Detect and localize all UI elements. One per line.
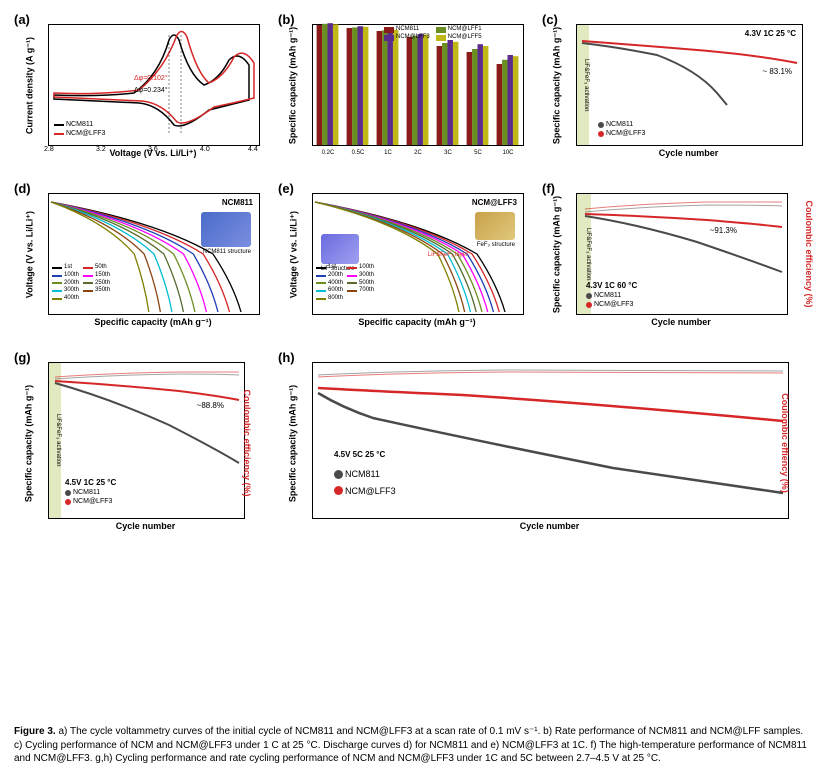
annot-dphi-1: Δφ=0.102° bbox=[134, 75, 168, 82]
panel-c: (c) LiF&FeF₃ activation 4.3V 1C 25 °C ~ … bbox=[538, 10, 818, 175]
panel-d-label: (d) bbox=[14, 181, 31, 196]
ylabel2-h: Coulombic effiency (%) bbox=[780, 378, 790, 508]
panel-c-label: (c) bbox=[542, 12, 558, 27]
legend-e: 1st100th200th300th400th500th600th700th80… bbox=[316, 264, 374, 303]
panel-a-label: (a) bbox=[14, 12, 30, 27]
panel-h: (h) Specific capacity (mAh g⁻¹) Coulombi… bbox=[274, 348, 818, 513]
panel-d: (d) NCM811 NCM811 structure Voltage (V v… bbox=[10, 179, 270, 344]
struct-inset-e2 bbox=[321, 234, 359, 264]
panel-f-label: (f) bbox=[542, 181, 555, 196]
ylabel-f: Specific capacity (mAh g⁻¹) bbox=[552, 190, 563, 320]
bars-b: 0.2C0.5C1C2C3C5C10C bbox=[313, 25, 523, 145]
legend-a: NCM811 NCM@LFF3 bbox=[54, 120, 105, 138]
struct-inset-d bbox=[201, 212, 251, 247]
struct-label-e1: FeF₃ structure bbox=[477, 242, 515, 248]
svg-text:0.5C: 0.5C bbox=[352, 150, 365, 156]
xlabel-e: Specific capacity (mAh g⁻¹) bbox=[312, 317, 522, 328]
annot-dphi-2: Δφ=0.234° bbox=[134, 87, 168, 94]
panel-h-label: (h) bbox=[278, 350, 295, 365]
ret-f: ~91.3% bbox=[710, 226, 737, 235]
panel-e-label: (e) bbox=[278, 181, 294, 196]
legend-h: 4.5V 5C 25 °C NCM811 NCM@LFF3 bbox=[334, 448, 396, 499]
xlabel-d: Specific capacity (mAh g⁻¹) bbox=[48, 317, 258, 328]
ylabel2-g: Coulombic efficiency (%) bbox=[242, 378, 252, 508]
struct-inset-e1 bbox=[475, 212, 515, 240]
panel-a: (a) Δφ=0.102° Δφ=0.234° Current density … bbox=[10, 10, 270, 175]
svg-text:10C: 10C bbox=[502, 150, 514, 156]
panel-b-label: (b) bbox=[278, 12, 295, 27]
panel-f: (f) LiF&FeF₃ activation ~91.3% Specific … bbox=[538, 179, 818, 344]
caption-lead: Figure 3. bbox=[14, 726, 56, 737]
legend-b: NCM811 NCM@LFF1 NCM@LFF3 NCM@LFF5 bbox=[384, 26, 482, 42]
panel-g-label: (g) bbox=[14, 350, 31, 365]
legend-c: NCM811 NCM@LFF3 bbox=[598, 120, 645, 138]
ylabel2-f: Coulombic efficiency (%) bbox=[804, 189, 814, 319]
ylabel-g: Specific capacity (mAh g⁻¹) bbox=[24, 379, 35, 509]
figure-grid: (a) Δφ=0.102° Δφ=0.234° Current density … bbox=[10, 10, 813, 717]
ylabel-b: Specific capacity (mAh g⁻¹) bbox=[288, 21, 299, 151]
layer-label-e: LiF&FeF₃ layer bbox=[428, 252, 468, 258]
svg-text:5C: 5C bbox=[474, 150, 482, 156]
legend-f: 4.3V 1C 60 °C NCM811 NCM@LFF3 bbox=[586, 281, 637, 310]
svg-text:0.2C: 0.2C bbox=[322, 150, 335, 156]
legend-d: 1st50th100th150th200th250th300th350th400… bbox=[52, 264, 110, 303]
sample-d: NCM811 bbox=[222, 198, 253, 207]
ret-g: ~88.8% bbox=[197, 401, 224, 410]
ylabel-d: Voltage (V vs. Li/Li⁺) bbox=[25, 195, 36, 315]
ylabel-e: Voltage (V vs. Li/Li⁺) bbox=[289, 195, 300, 315]
panel-g: (g) LiF&FeF₃ activation ~88.8% Specific … bbox=[10, 348, 270, 513]
legend-g: 4.5V 1C 25 °C NCM811 NCM@LFF3 bbox=[65, 478, 116, 507]
xlabel-g: Cycle number bbox=[48, 521, 243, 531]
panel-b: (b) 0.2C0.5C1C2C3C5C10C Specific capacit… bbox=[274, 10, 534, 175]
svg-text:2C: 2C bbox=[414, 150, 422, 156]
struct-label-d: NCM811 structure bbox=[203, 249, 251, 255]
svg-text:1C: 1C bbox=[384, 150, 392, 156]
panel-e: (e) NCM@LFF3 FeF₃ structure LiF structur… bbox=[274, 179, 534, 344]
ret-c: ~ 83.1% bbox=[762, 67, 792, 76]
caption-body: a) The cycle voltammetry curves of the i… bbox=[14, 726, 807, 764]
ylabel-a: Current density (A g⁻¹) bbox=[25, 26, 36, 146]
sample-e: NCM@LFF3 bbox=[472, 198, 517, 207]
xlabel-f: Cycle number bbox=[576, 317, 786, 327]
ylabel-h: Specific capacity (mAh g⁻¹) bbox=[288, 379, 299, 509]
svg-text:3C: 3C bbox=[444, 150, 452, 156]
ylabel-c: Specific capacity (mAh g⁻¹) bbox=[552, 21, 563, 151]
xlabel-h: Cycle number bbox=[312, 521, 787, 531]
figure-caption: Figure 3. a) The cycle voltammetry curve… bbox=[10, 725, 813, 766]
plot-b: 0.2C0.5C1C2C3C5C10C bbox=[312, 24, 524, 146]
cond-c: 4.3V 1C 25 °C bbox=[745, 29, 796, 38]
xlabel-c: Cycle number bbox=[576, 148, 801, 158]
